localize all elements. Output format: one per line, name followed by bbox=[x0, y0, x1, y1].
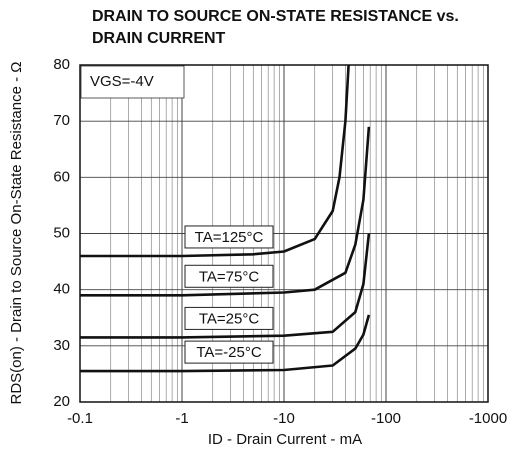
annotation: VGS=-4V bbox=[90, 73, 154, 90]
plot-frame bbox=[79, 64, 489, 403]
series-line bbox=[80, 126, 371, 297]
y-tick-label: 80 bbox=[53, 56, 70, 73]
x-tick-label: -100 bbox=[371, 410, 401, 427]
y-tick-label: 40 bbox=[53, 281, 70, 298]
series-line bbox=[80, 314, 371, 373]
x-tick-label: -10 bbox=[273, 410, 295, 427]
y-tick-label: 60 bbox=[53, 168, 70, 185]
y-tick-label: 70 bbox=[53, 112, 70, 129]
series-line bbox=[80, 64, 350, 258]
y-tick-label: 20 bbox=[53, 393, 70, 410]
chart-title-line: DRAIN TO SOURCE ON-STATE RESISTANCE vs. bbox=[92, 8, 459, 25]
legend-box bbox=[184, 264, 274, 288]
legend-label: TA=-25°C bbox=[196, 344, 261, 361]
legend-label: TA=25°C bbox=[199, 310, 259, 327]
y-axis-label: RDS(on) - Drain to Source On-State Resis… bbox=[8, 61, 25, 404]
annotation-box bbox=[80, 65, 185, 99]
chart-title-line: DRAIN CURRENT bbox=[92, 30, 226, 47]
legend-box bbox=[184, 225, 274, 249]
legend-box bbox=[184, 340, 274, 364]
legend-label: TA=125°C bbox=[195, 229, 264, 246]
y-tick-label: 30 bbox=[53, 337, 70, 354]
x-tick-label: -1 bbox=[175, 410, 188, 427]
x-axis-label: ID - Drain Current - mA bbox=[208, 431, 362, 448]
x-tick-label: -0.1 bbox=[67, 410, 93, 427]
y-tick-label: 50 bbox=[53, 224, 70, 241]
x-tick-label: -1000 bbox=[469, 410, 507, 427]
legend-label: TA=75°C bbox=[199, 268, 259, 285]
series-line bbox=[80, 233, 371, 339]
legend-box bbox=[184, 306, 274, 330]
